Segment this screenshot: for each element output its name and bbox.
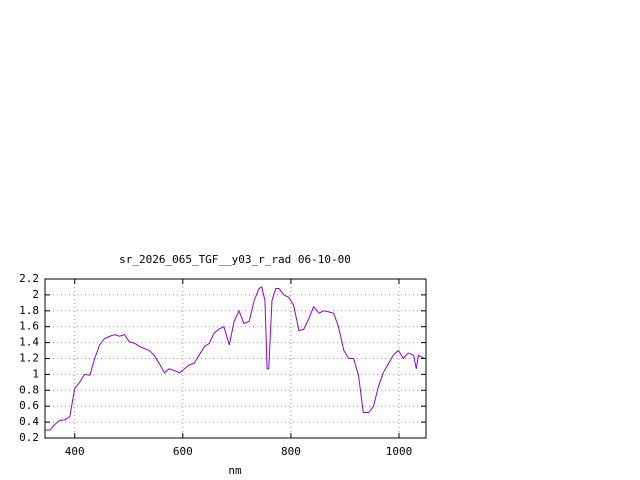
- y-tick-label: 0.8: [19, 383, 39, 396]
- y-tick-label: 1.8: [19, 304, 39, 317]
- y-tick-label: 0.2: [19, 431, 39, 444]
- chart-title: sr_2026_065_TGF__y03_r_rad 06-10-00: [119, 253, 351, 266]
- y-tick-label: 1.6: [19, 320, 39, 333]
- y-tick-label: 0.4: [19, 415, 39, 428]
- plot-frame: [44, 278, 427, 439]
- x-axis-label: nm: [228, 464, 242, 477]
- x-tick-label: 1000: [386, 445, 413, 458]
- y-tick-label: 1.4: [19, 336, 39, 349]
- x-tick-label: 800: [281, 445, 301, 458]
- y-tick-label: 1: [32, 367, 39, 380]
- x-tick-label: 600: [173, 445, 193, 458]
- y-tick-label: 0.6: [19, 399, 39, 412]
- y-tick-label: 1.2: [19, 352, 39, 365]
- data-line: [45, 286, 425, 431]
- y-tick-label: 2: [32, 288, 39, 301]
- x-tick-label: 400: [65, 445, 85, 458]
- y-tick-label: 2.2: [19, 272, 39, 285]
